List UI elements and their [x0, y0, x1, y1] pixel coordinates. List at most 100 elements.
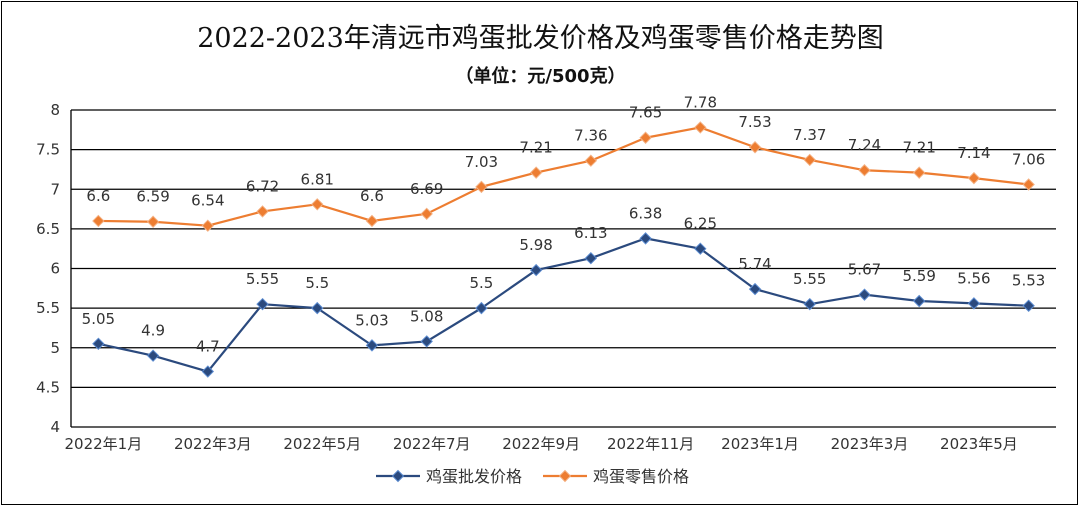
- data-label: 6.72: [246, 177, 279, 195]
- series-retail: 6.6 6.59 6.54 6.72 6.81 6.6 6.69 7.03 7.21 7.36 7.…: [86, 93, 1045, 232]
- x-tick-label: 2023年3月: [831, 435, 909, 453]
- data-point: [365, 339, 379, 352]
- data-label: 5.53: [1012, 272, 1045, 290]
- data-label: 6.69: [410, 180, 443, 198]
- data-label: 6.6: [86, 187, 110, 205]
- data-point: [420, 207, 433, 221]
- data-label: 7.78: [684, 93, 717, 111]
- x-tick-label: 2022年7月: [393, 435, 471, 453]
- legend-label: 鸡蛋批发价格: [426, 467, 522, 486]
- x-tick-label: 2023年1月: [721, 435, 799, 453]
- data-label: 5.5: [469, 274, 493, 292]
- data-point: [311, 301, 324, 315]
- data-label: 5.08: [410, 307, 443, 325]
- data-label: 6.6: [360, 187, 384, 205]
- y-tick-label: 7: [50, 180, 60, 198]
- data-point: [967, 297, 981, 310]
- x-tick-label: 2022年9月: [502, 435, 580, 453]
- x-tick-label: 2022年1月: [65, 435, 143, 453]
- data-label: 7.37: [793, 126, 826, 144]
- data-point: [748, 282, 762, 296]
- data-point: [146, 349, 160, 362]
- data-label: 7.21: [519, 139, 552, 157]
- legend-label: 鸡蛋零售价格: [593, 467, 689, 486]
- data-label: 7.03: [465, 153, 498, 171]
- data-point: [256, 205, 269, 218]
- data-label: 7.65: [629, 104, 662, 122]
- data-point: [584, 251, 598, 265]
- data-label: 6.59: [136, 188, 169, 206]
- data-point: [858, 288, 871, 301]
- legend-marker: [391, 469, 405, 483]
- y-tick-label: 4: [50, 418, 60, 436]
- data-point: [694, 121, 707, 134]
- data-label: 7.24: [848, 136, 881, 154]
- data-label: 7.21: [902, 139, 935, 157]
- y-tick-label: 5: [50, 339, 60, 357]
- data-point: [365, 214, 379, 228]
- data-label: 4.9: [141, 322, 165, 340]
- data-point: [858, 164, 871, 177]
- series-group: 5.05 4.9 4.7 5.55 5.5 5.03 5.08 5.5 5.98 6.13 6.38…: [82, 93, 1045, 378]
- series-wholesale: 5.05 4.9 4.7 5.55 5.5 5.03 5.08 5.5 5.98 6.13 6.38…: [82, 204, 1045, 378]
- data-label: 6.25: [684, 215, 717, 233]
- data-label: 5.59: [902, 267, 935, 285]
- data-label: 7.14: [957, 144, 990, 162]
- data-point: [311, 198, 324, 211]
- data-label: 6.38: [629, 204, 662, 222]
- data-label: 5.03: [355, 311, 388, 329]
- data-point: [1022, 178, 1035, 191]
- y-tick-label: 6: [50, 260, 60, 278]
- data-point: [748, 141, 762, 154]
- legend-marker: [558, 469, 572, 483]
- x-tick-label: 2022年5月: [283, 435, 361, 453]
- data-label: 6.81: [301, 170, 334, 188]
- data-point: [475, 301, 488, 315]
- data-label: 6.13: [574, 224, 607, 242]
- data-point: [694, 242, 707, 255]
- data-label: 6.54: [191, 192, 224, 210]
- y-tick-label: 4.5: [36, 378, 60, 396]
- chart-title: 2022-2023年清远市鸡蛋批发价格及鸡蛋零售价格走势图: [197, 23, 884, 54]
- data-point: [584, 154, 598, 167]
- legend: 鸡蛋批发价格 鸡蛋零售价格: [376, 467, 689, 486]
- x-tick-label: 2023年5月: [940, 435, 1018, 453]
- data-label: 7.36: [574, 127, 607, 145]
- grid-lines: [70, 109, 1056, 428]
- data-label: 5.98: [519, 236, 552, 254]
- y-tick-label: 5.5: [36, 299, 60, 317]
- chart-subtitle: （单位：元/500克）: [455, 66, 626, 87]
- data-point: [967, 171, 981, 185]
- data-point: [201, 365, 215, 378]
- data-point: [475, 180, 488, 194]
- data-label: 5.56: [957, 269, 990, 287]
- data-point: [256, 297, 269, 311]
- data-point: [201, 219, 215, 232]
- series-line: [98, 237, 1029, 373]
- data-point: [1022, 299, 1035, 312]
- data-label: 5.74: [738, 255, 771, 273]
- y-tick-label: 7.5: [36, 141, 60, 159]
- data-label: 5.55: [793, 270, 826, 288]
- x-axis-ticks: 2022年1月 2022年3月 2022年5月 2022年7月 2022年9月 2022年…: [65, 435, 1018, 453]
- data-label: 5.67: [848, 261, 881, 279]
- x-tick-label: 2022年3月: [174, 435, 252, 453]
- data-point: [92, 214, 105, 228]
- data-point: [639, 131, 652, 144]
- x-tick-label: 2022年11月: [607, 435, 694, 453]
- data-point: [92, 337, 105, 350]
- data-label: 5.5: [305, 274, 329, 292]
- data-point: [803, 153, 816, 167]
- data-point: [529, 263, 543, 277]
- data-point: [639, 232, 652, 245]
- data-point: [803, 297, 816, 311]
- data-label: 4.7: [196, 338, 220, 356]
- data-point: [146, 215, 160, 228]
- y-tick-label: 8: [50, 101, 60, 119]
- data-point: [912, 294, 926, 308]
- data-label: 7.06: [1012, 150, 1045, 168]
- data-label: 7.53: [738, 113, 771, 131]
- data-point: [420, 335, 433, 348]
